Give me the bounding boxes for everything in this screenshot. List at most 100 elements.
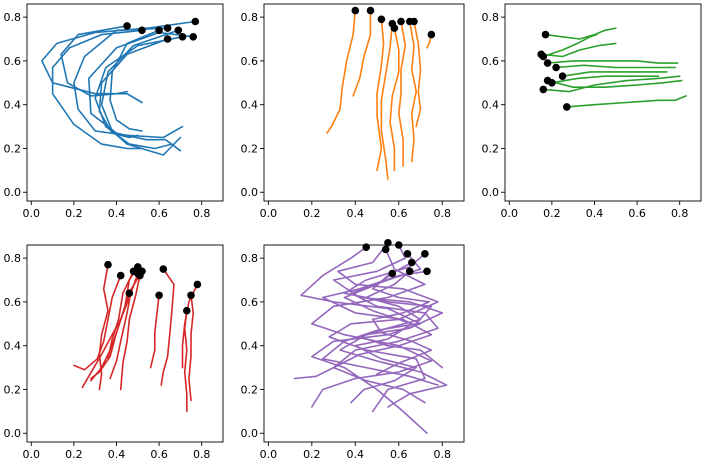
axes-frame [263,3,465,202]
y-tick-label: 0.2 [4,383,22,396]
y-tick-label: 0.0 [241,427,259,440]
series-line-traj-4 [109,29,160,132]
x-tick-label: 0.0 [23,448,41,461]
goal-marker-traj-5 [552,63,560,72]
goal-marker-traj-8 [388,269,397,278]
goal-marker-traj-6 [163,35,172,43]
panel-bottom-left: 0.0 0.2 0.4 0.6 0.8 0.0 0.2 0.4 0.6 0.8 [4,244,224,461]
y-tick-label: 0.0 [4,186,22,199]
goal-marker-traj-8 [410,17,418,26]
series-line-traj-3 [376,18,385,172]
x-tick-label: 0.8 [434,448,452,461]
y-tick-label: 0.0 [241,186,259,199]
y-tick-label: 0.2 [241,383,259,396]
series-line-traj-4 [380,22,394,180]
goal-marker-traj-3 [537,50,545,59]
goal-marker-traj-5 [390,24,399,32]
series-line-traj-7 [51,29,143,150]
goal-marker-traj-2 [366,6,375,15]
series-line-traj-2 [542,33,598,58]
series-line-traj-6 [551,75,660,84]
series-line-traj-4 [546,60,679,64]
y-tick-label: 0.6 [241,296,259,309]
goal-marker-traj-2 [381,245,390,254]
series-line-traj-8 [60,25,128,97]
x-tick-label: 0.6 [628,207,646,220]
goal-marker-traj-9 [427,30,436,39]
y-tick-label: 0.8 [4,11,22,24]
series-line-traj-5 [555,64,677,69]
goal-marker-traj-8 [116,271,125,280]
series-line-traj-6 [398,20,407,167]
axes-frame [26,3,224,202]
panel-top-left: 0.0 0.2 0.4 0.6 0.8 0.0 0.2 0.4 0.6 0.8 [4,3,224,220]
y-tick-label: 0.6 [482,55,500,68]
x-tick-label: 0.2 [65,448,83,461]
x-tick-label: 0.8 [193,207,211,220]
series-line-traj-4 [332,245,448,408]
series-line-traj-8 [73,274,122,371]
series-line-traj-3 [540,42,617,58]
x-tick-label: 0.0 [260,207,278,220]
series-line-traj-12 [188,294,194,402]
x-tick-label: 0.0 [501,207,519,220]
goal-marker-traj-3 [163,24,172,32]
x-tick-label: 0.2 [543,207,561,220]
x-tick-label: 0.0 [23,207,41,220]
goal-marker-traj-3 [384,239,392,247]
x-tick-label: 0.6 [390,207,408,220]
series-line-traj-5 [94,36,184,150]
goal-marker-traj-10 [155,291,163,300]
goal-marker-traj-4 [155,26,163,35]
series-line-traj-9 [546,79,683,88]
y-tick-label: 0.6 [4,296,22,309]
goal-marker-traj-9 [159,265,168,273]
goal-marker-traj-6 [134,269,142,278]
y-tick-label: 0.0 [482,186,500,199]
goal-marker-traj-1 [189,33,197,41]
series-line-traj-7 [293,270,433,380]
goal-marker-traj-10 [563,103,571,111]
series-group [73,262,200,413]
goal-marker-traj-9 [174,26,183,35]
x-tick-label: 0.2 [65,207,83,220]
goal-marker-traj-5 [125,289,134,298]
axes-frame [504,3,702,202]
goal-marker-traj-6 [397,17,405,26]
series-line-traj-9 [100,29,182,156]
goal-marker-traj-5 [178,33,187,41]
goal-marker-traj-7 [138,26,146,35]
goal-marker-traj-12 [187,291,195,300]
series-line-traj-2 [311,248,433,408]
series-line-traj-8 [343,272,417,404]
series-line-traj-7 [561,71,668,77]
x-tick-label: 0.0 [260,448,278,461]
y-tick-label: 0.4 [241,99,259,112]
x-tick-label: 0.6 [390,448,408,461]
y-tick-label: 0.6 [4,55,22,68]
goal-marker-traj-9 [405,267,414,276]
x-tick-label: 0.4 [108,207,126,220]
y-tick-label: 0.4 [4,340,22,353]
goal-marker-traj-11 [183,306,191,315]
series-line-traj-5 [389,27,400,172]
x-tick-label: 0.6 [150,448,168,461]
series-line-traj-4 [119,274,141,391]
series-line-traj-6 [81,272,139,389]
x-tick-label: 0.4 [347,207,365,220]
panel-top-middle: 0.0 0.2 0.4 0.6 0.8 0.0 0.2 0.4 0.6 0.8 [241,3,465,220]
axes-frame [263,244,465,443]
y-tick-label: 0.8 [4,252,22,265]
series-line-traj-9 [160,268,175,386]
series-group [41,19,198,156]
y-tick-label: 0.8 [241,11,259,24]
series-line-traj-6 [321,253,439,386]
series-group [326,8,434,180]
goal-marker-traj-1 [362,243,371,251]
goal-marker-traj-13 [193,280,202,289]
series-line-traj-7 [98,263,109,391]
series-line-traj-2 [352,9,372,97]
goal-marker-traj-4 [543,59,552,67]
y-tick-label: 0.2 [4,142,22,155]
